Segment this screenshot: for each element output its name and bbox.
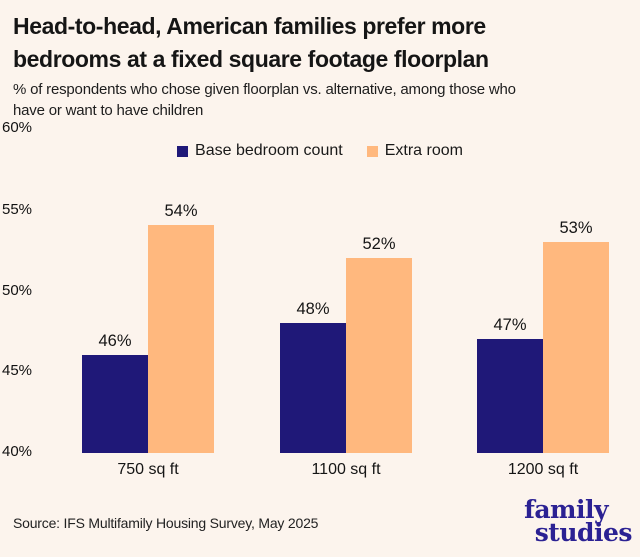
bar-group-1100-sq-ft: 48% 52% xyxy=(280,235,412,453)
chart-title-line-1: Head-to-head, American families prefer m… xyxy=(13,13,486,39)
legend-item-base-bedroom-count: Base bedroom count xyxy=(177,142,343,160)
y-axis-tick-40: 40% xyxy=(2,443,33,460)
chart-subtitle: % of respondents who chose given floorpl… xyxy=(13,79,633,121)
family-studies-logo: family studies xyxy=(524,495,633,547)
legend-label-base-bedroom-count: Base bedroom count xyxy=(195,142,343,159)
bar-value-label: 54% xyxy=(164,202,198,220)
x-axis-label-1100: 1100 sq ft xyxy=(311,461,381,478)
chart-subtitle-line-1: % of respondents who chose given floorpl… xyxy=(13,81,516,98)
bar-extra-room-750 xyxy=(148,225,214,453)
plot-area: 46% 54% 48% 52% 47% 53% xyxy=(0,128,640,453)
bar-column: 47% xyxy=(477,316,543,453)
bar-column: 54% xyxy=(148,202,214,453)
chart-subtitle-line-2: have or want to have children xyxy=(13,102,204,119)
bar-value-label: 52% xyxy=(362,235,396,253)
bar-extra-room-1200 xyxy=(543,242,609,453)
bar-group-1200-sq-ft: 47% 53% xyxy=(477,219,609,453)
source-note: Source: IFS Multifamily Housing Survey, … xyxy=(13,515,319,531)
bar-base-bedroom-count-1100 xyxy=(280,323,346,453)
bar-extra-room-1100 xyxy=(346,258,412,453)
bar-value-label: 46% xyxy=(98,332,132,350)
y-axis-tick-60: 60% xyxy=(2,119,33,136)
y-axis-tick-55: 55% xyxy=(2,201,33,218)
x-axis-label-1200: 1200 sq ft xyxy=(507,461,579,478)
bar-value-label: 47% xyxy=(493,316,527,334)
y-axis-tick-45: 45% xyxy=(2,362,33,379)
bar-column: 52% xyxy=(346,235,412,453)
bar-column: 48% xyxy=(280,300,346,453)
logo-line-studies: studies xyxy=(534,518,633,547)
bar-group-750-sq-ft: 46% 54% xyxy=(82,202,214,453)
y-axis-tick-50: 50% xyxy=(2,282,33,299)
bar-base-bedroom-count-750 xyxy=(82,355,148,453)
logo-line-family: family xyxy=(524,495,608,524)
x-axis-label-750: 750 sq ft xyxy=(117,461,179,478)
bar-base-bedroom-count-1200 xyxy=(477,339,543,453)
chart-title-line-2: bedrooms at a fixed square footage floor… xyxy=(13,46,489,72)
legend-swatch-peach-icon xyxy=(366,145,378,157)
bar-value-label: 48% xyxy=(296,300,330,318)
legend-swatch-navy-icon xyxy=(177,145,189,157)
legend-item-extra-room: Extra room xyxy=(366,142,463,160)
chart-title: Head-to-head, American families prefer m… xyxy=(13,10,633,76)
chart-legend: Base bedroom count Extra room xyxy=(0,142,640,160)
bar-column: 53% xyxy=(543,219,609,453)
bar-column: 46% xyxy=(82,332,148,453)
bar-value-label: 53% xyxy=(559,219,593,237)
legend-label-extra-room: Extra room xyxy=(384,142,463,159)
